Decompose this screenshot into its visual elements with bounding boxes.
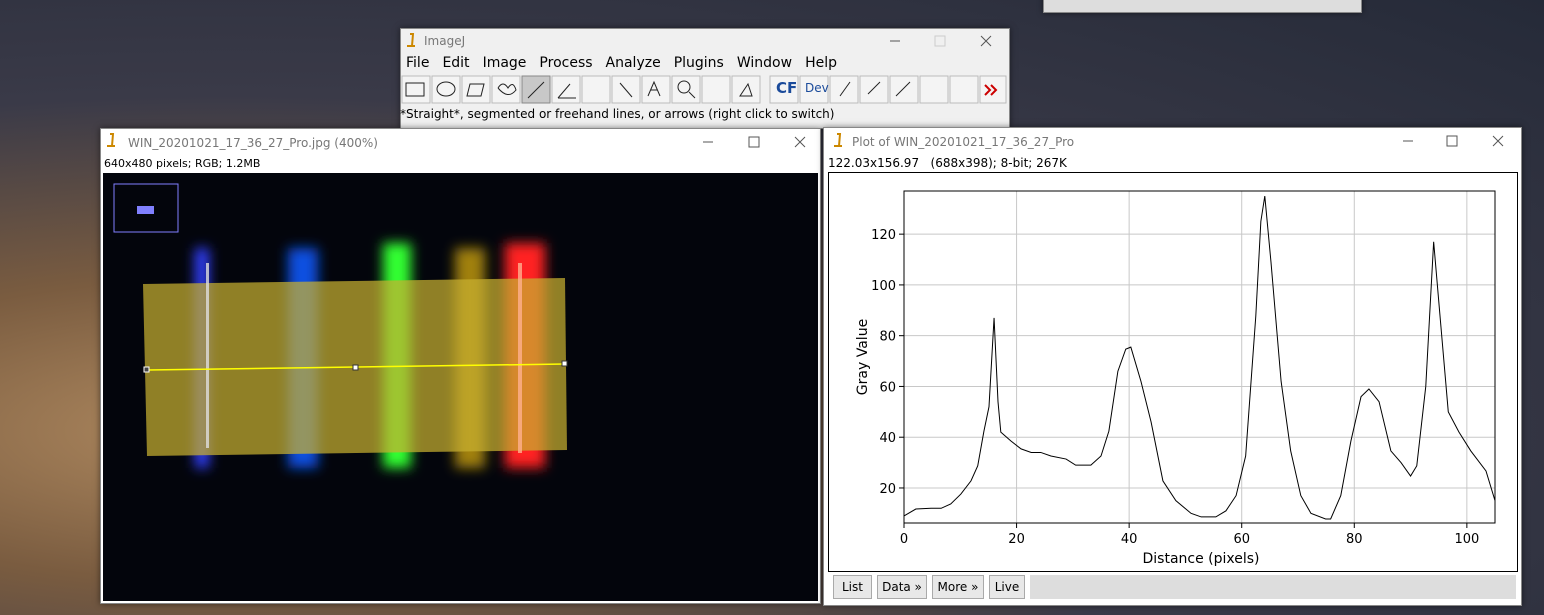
x-tick-label: 40 (1121, 532, 1138, 547)
button[interactable]: Live (989, 575, 1025, 599)
x-tick-label: 100 (1454, 532, 1479, 547)
plot: Distance (pixels) Gray Value 0 20 40 60 80 10… (828, 172, 1518, 572)
plot-info: 122.03x156.97 (688x398); 8-bit; 267K (828, 156, 1067, 170)
y-tick-label: 120 (871, 228, 896, 243)
x-tick-label: 20 (1008, 532, 1025, 547)
status-bar: *Straight*, segmented or freehand lines,… (400, 107, 835, 121)
menu-item[interactable]: Help (805, 55, 837, 71)
image-canvas (103, 133, 818, 601)
window-title: WIN_20201021_17_36_27_Pro.jpg (400%) (128, 136, 378, 150)
x-tick-label: 0 (900, 532, 908, 547)
plot-status (1030, 575, 1516, 599)
menu-item[interactable]: File (406, 55, 430, 71)
tool-dev[interactable]: Dev (805, 81, 829, 95)
x-axis-label: Distance (pixels) (1142, 551, 1259, 567)
y-tick-label: 80 (879, 330, 896, 345)
y-axis-label: Gray Value (855, 319, 871, 395)
window-title: ImageJ (424, 34, 466, 48)
button[interactable]: More » (932, 575, 984, 599)
button[interactable]: Data » (877, 575, 927, 599)
x-tick-label: 60 (1233, 532, 1250, 547)
plot-chrome (834, 133, 1504, 147)
menu-bar: File Edit Image Process Analyze Plugins Window… (406, 55, 837, 71)
menu-item[interactable]: Window (736, 55, 793, 71)
x-tick-label: 80 (1346, 532, 1363, 547)
tool-cf[interactable]: CF (776, 79, 798, 97)
y-tick-label: 40 (879, 431, 896, 446)
menu-item[interactable]: Analyze (605, 55, 661, 71)
plot-frame (903, 190, 1496, 524)
profile-line (903, 196, 1496, 520)
y-tick-label: 20 (879, 482, 896, 497)
menu-item[interactable]: Edit (442, 55, 470, 71)
y-tick-label: 100 (871, 279, 896, 294)
partial-window (1043, 0, 1362, 13)
imagej-chrome (401, 33, 1007, 104)
y-tick-label: 60 (879, 380, 896, 395)
plot-window (823, 127, 1522, 606)
menu-item[interactable]: Image (482, 55, 527, 71)
menu-item[interactable]: Plugins (673, 55, 724, 71)
menu-item[interactable]: Process (539, 55, 593, 71)
button[interactable]: List (833, 575, 872, 599)
window-title: Plot of WIN_20201021_17_36_27_Pro (852, 135, 1075, 149)
image-info: 640x480 pixels; RGB; 1.2MB (104, 157, 261, 170)
